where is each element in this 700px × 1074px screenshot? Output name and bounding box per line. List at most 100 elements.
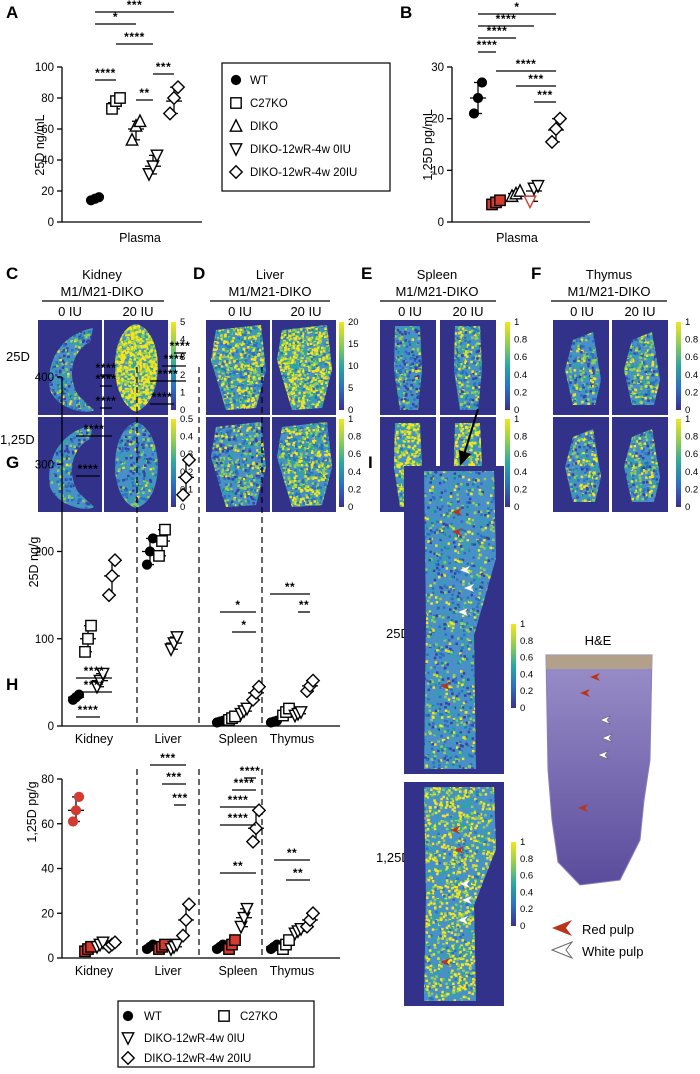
chart-g-point (294, 706, 308, 720)
thymus-125d-colorbar-tick: 0.4 (685, 467, 698, 478)
thymus-125d-colorbar-tick: 1 (685, 414, 690, 425)
chart-a-significance: *** (156, 60, 172, 74)
thymus-125d-colorbar-tick: 0.6 (685, 449, 698, 460)
white-pulp-arrow-icon (458, 916, 468, 924)
spleen-125d-colorbar-tick: 0 (514, 502, 519, 513)
i-25d-map (404, 466, 504, 774)
chart-h-point (178, 912, 194, 928)
liver-dose-20: 20 IU (290, 304, 321, 319)
thymus-25d-colorbar-tick: 1 (685, 317, 690, 328)
red-pulp-arrow-icon (440, 958, 450, 966)
chart-a-ytick: 60 (41, 124, 54, 136)
chart-h-significance: **** (240, 764, 261, 778)
spleen-25d-colorbar-tick: 0.6 (514, 352, 527, 363)
spleen-25d-colorbar-tick: 0.8 (514, 335, 527, 346)
white-pulp-arrow-icon (458, 608, 468, 616)
i-row-label-25d: 25D (386, 626, 410, 641)
i-row-label-125d: 1,25D (376, 850, 411, 865)
i-25d-colorbar: 1 0.8 0.6 0.4 0.2 0 (511, 619, 533, 714)
chart-a-ytick: 20 (41, 186, 54, 198)
i-125d-colorbar: 1 0.8 0.6 0.4 0.2 0 (511, 837, 533, 932)
chart-g-xtick: Liver (154, 732, 181, 746)
legend-top-marker (228, 164, 244, 180)
chart-h-ytick: 20 (41, 908, 54, 920)
chart-a-significance: * (113, 10, 118, 24)
chart-h-point (305, 906, 321, 921)
kidney-title: Kidney (82, 267, 122, 282)
chart-h-point (170, 938, 184, 953)
thymus-125d-colorbar-tick: 0.2 (685, 484, 698, 495)
chart-b-ytick: 10 (431, 165, 444, 177)
thymus-dose-20: 20 IU (624, 304, 655, 319)
liver-125d-colorbar-tick: 0 (348, 502, 353, 513)
chart-b-point (552, 111, 568, 126)
chart-g-significance: **** (96, 394, 117, 408)
red-pulp-label: Red pulp (582, 922, 634, 937)
liver-25d-colorbar-tick: 5 (348, 383, 353, 394)
chart-g-significance: * (235, 598, 240, 612)
chart-g-xtick: Spleen (219, 732, 258, 746)
chart-b-ytick: 0 (438, 217, 444, 229)
chart-h-significance: **** (228, 793, 249, 807)
white-pulp-arrow-icon (550, 940, 574, 960)
chart-h-point (181, 897, 197, 912)
chart-g-xtick: Kidney (75, 732, 114, 746)
chart-g-point (175, 487, 191, 502)
chart-g-point (170, 631, 184, 645)
chart-b-point (476, 77, 488, 88)
thymus-20iu-125d-map (612, 417, 668, 512)
i-125d-colorbar-tick: 1 (520, 837, 525, 848)
legend-top-label: DIKO-12wR-4w 0IU (250, 144, 351, 156)
chart-a-point (114, 92, 126, 104)
thymus-subtitle: M1/M21-DIKO (567, 284, 650, 299)
chart-h-significance: ** (233, 859, 243, 873)
chart-g-point (79, 645, 91, 658)
chart-b-point (513, 183, 527, 197)
chart-g-significance: * (241, 618, 246, 632)
chart-g-point (85, 619, 97, 632)
red-pulp-arrow-icon (450, 826, 460, 834)
spleen-25d-colorbar-tick: 0.2 (514, 387, 527, 398)
chart-b-point (544, 134, 560, 150)
chart-g-ytick: 300 (35, 459, 54, 471)
chart-a-point (125, 132, 139, 146)
thymus-20iu-25d-map (612, 320, 668, 415)
chart-a-point (133, 113, 147, 128)
liver-25d-colorbar-tick: 20 (348, 317, 359, 328)
thymus-title: Thymus (586, 267, 633, 282)
chart-h-point (229, 934, 241, 947)
chart-a-point (166, 90, 182, 106)
thymus-0iu-125d-map (553, 417, 609, 512)
chart-h-xtick: Liver (154, 964, 181, 978)
chart-g-ytick: 100 (35, 634, 54, 646)
chart-b-significance: *** (537, 88, 553, 102)
kidney-25d-colorbar-tick: 3 (180, 352, 185, 363)
he-red-pulp-arrow-icon (580, 689, 590, 697)
liver-subtitle: M1/M21-DIKO (228, 284, 311, 299)
i-25d-colorbar-tick: 0.2 (520, 686, 533, 697)
i-125d-colorbar-tick: 0.6 (520, 871, 533, 882)
chart-g-point (240, 702, 254, 717)
chart-h-ytick: 60 (41, 819, 54, 831)
chart-b-ylabel: 1,25D pg/mL (421, 109, 435, 181)
i-25d-colorbar-tick: 0.6 (520, 653, 533, 664)
legend-top-label: DIKO (250, 121, 278, 133)
chart-h-ytick: 80 (41, 774, 54, 786)
panel-letter-g: G (6, 453, 19, 472)
spleen-dose-0: 0 IU (398, 304, 422, 319)
chart-h-point (107, 935, 123, 950)
spleen-125d-colorbar-tick: 0.8 (514, 432, 527, 443)
kidney-dose-0: 0 IU (58, 304, 82, 319)
spleen-dose-20: 20 IU (452, 304, 483, 319)
chart-g-point (101, 587, 117, 603)
thymus-25d-colorbar: 1 0.8 0.6 0.4 0.2 0 (676, 317, 698, 416)
liver-25d-colorbar-tick: 10 (348, 361, 359, 372)
white-pulp-arrow-icon (464, 584, 474, 592)
chart-g-point (251, 679, 267, 694)
chart-g-significance: ** (285, 580, 295, 594)
spleen-125d-colorbar-tick: 0.4 (514, 467, 527, 478)
legend-top-marker (229, 118, 243, 132)
spleen-title: Spleen (417, 267, 457, 282)
chart-a-ytick: 100 (35, 62, 54, 74)
